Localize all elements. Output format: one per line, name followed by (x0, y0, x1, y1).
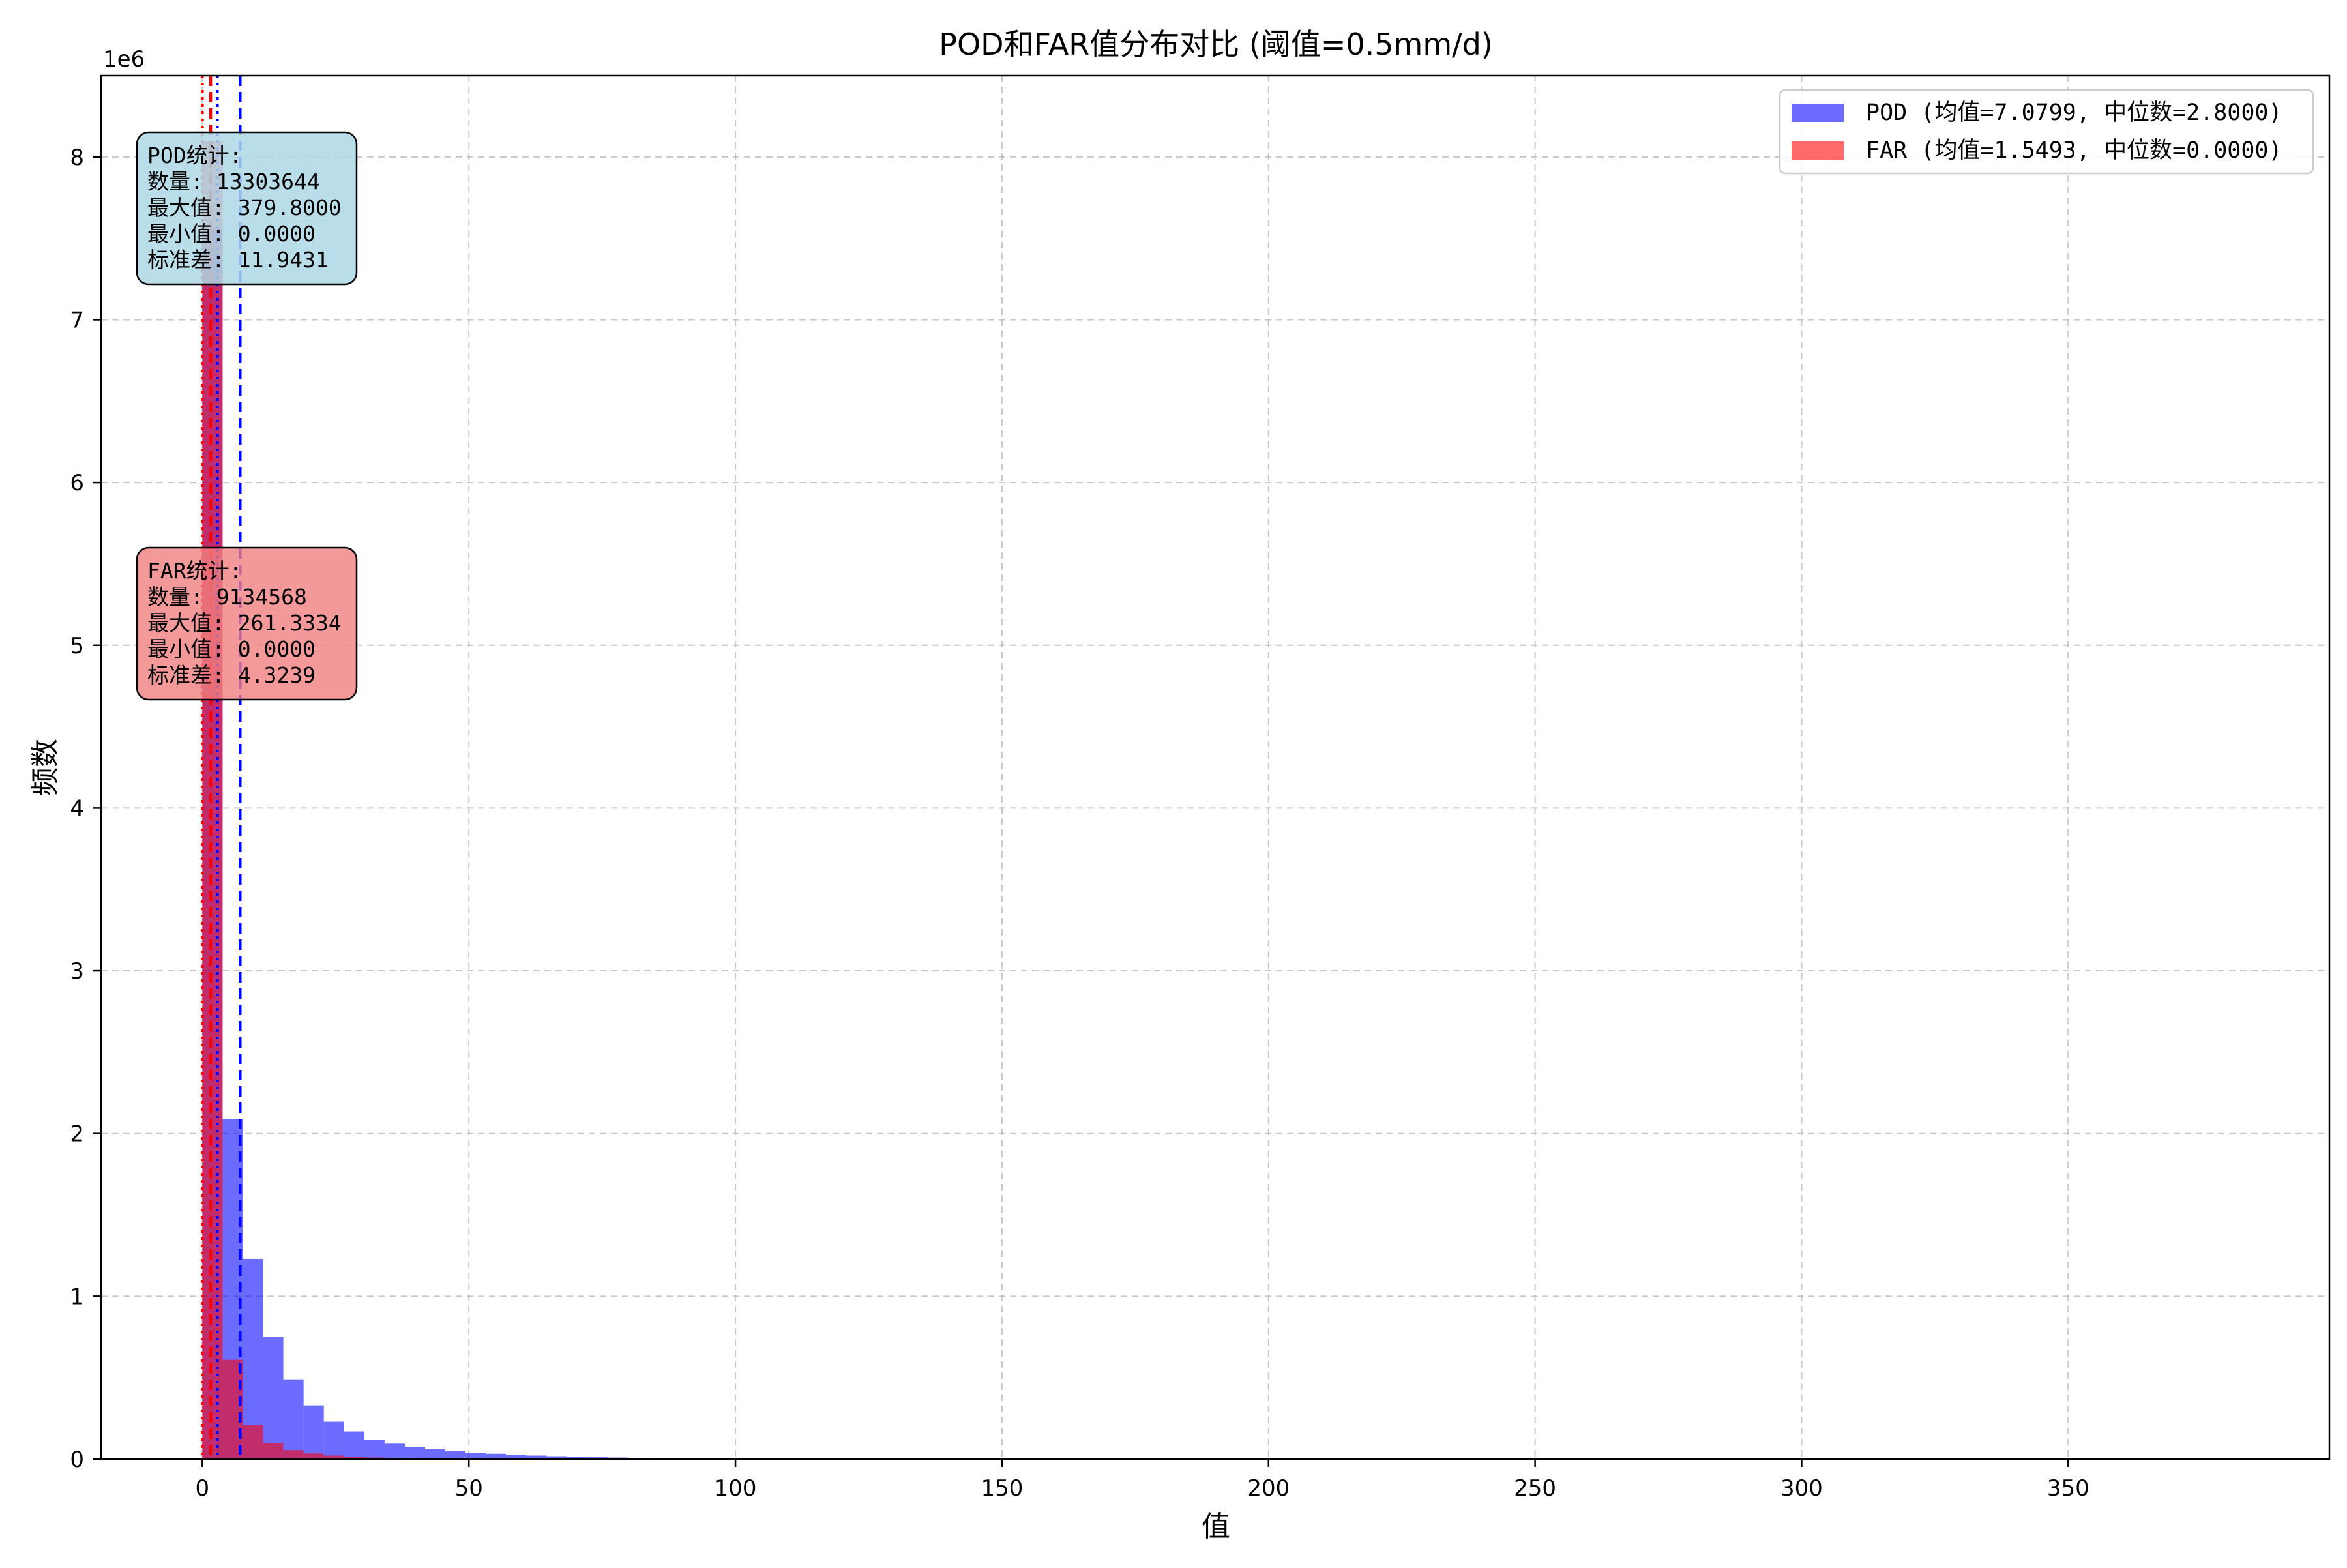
pod-histogram-bar (304, 1406, 324, 1459)
y-scale-label: 1e6 (103, 46, 145, 72)
legend-swatch-pod (1792, 104, 1844, 122)
pod-histogram-bar (324, 1422, 344, 1459)
y-tick-label: 7 (70, 307, 84, 333)
y-tick-label: 2 (70, 1121, 84, 1147)
pod-histogram-bar (425, 1449, 445, 1459)
far-histogram-bar (263, 1443, 284, 1459)
x-axis-label: 值 (1202, 1510, 1230, 1543)
x-tick-label: 200 (1247, 1475, 1290, 1501)
pod-stats-heading: POD统计: (147, 143, 242, 168)
y-tick-label: 4 (70, 795, 84, 821)
legend-label-far: FAR (均值=1.5493, 中位数=0.0000) (1866, 138, 2282, 164)
x-tick-label: 350 (2047, 1475, 2089, 1501)
legend: POD (均值=7.0799, 中位数=2.8000) FAR (均值=1.54… (1780, 90, 2313, 173)
far-stats-count: 数量: 9134568 (147, 584, 307, 610)
pod-stats-count: 数量: 13303644 (147, 169, 320, 194)
legend-swatch-far (1792, 141, 1844, 160)
y-tick-label: 0 (70, 1447, 84, 1473)
y-tick-label: 8 (70, 145, 84, 171)
y-tick-label: 5 (70, 633, 84, 659)
pod-histogram-bar (445, 1451, 465, 1459)
pod-stats-min: 最小值: 0.0000 (147, 221, 316, 246)
far-stats-heading: FAR统计: (147, 558, 242, 584)
chart-title: POD和FAR值分布对比 (阈值=0.5mm/d) (939, 27, 1493, 62)
x-tick-label: 50 (455, 1475, 483, 1501)
far-histogram-bar (284, 1450, 304, 1459)
x-tick-label: 100 (715, 1475, 757, 1501)
y-axis-label: 频数 (29, 739, 62, 796)
x-tick-label: 300 (1780, 1475, 1823, 1501)
pod-stats-std: 标准差: 11.9431 (147, 247, 329, 273)
pod-histogram-bar (465, 1453, 486, 1459)
far-histogram-bar (222, 1360, 243, 1459)
y-tick-label: 3 (70, 958, 84, 984)
pod-histogram-bar (364, 1440, 385, 1459)
far-histogram-bar (202, 141, 222, 1459)
pod-histogram-bar (405, 1447, 425, 1459)
far-histogram-bar (243, 1425, 263, 1459)
far-stats-std: 标准差: 4.3239 (147, 662, 316, 688)
pod-histogram-bar (385, 1443, 405, 1459)
pod-histogram-bar (284, 1380, 304, 1459)
x-tick-label: 150 (981, 1475, 1023, 1501)
pod-histogram-bar (344, 1432, 364, 1459)
x-tick-label: 0 (196, 1475, 210, 1501)
far-stats-min: 最小值: 0.0000 (147, 636, 316, 662)
y-tick-label: 1 (70, 1284, 84, 1310)
y-tick-label: 6 (70, 470, 84, 496)
x-tick-label: 250 (1514, 1475, 1556, 1501)
far-stats-max: 最大值: 261.3334 (147, 610, 342, 636)
far-histogram-bar (304, 1453, 324, 1459)
far-stats-box: FAR统计: 数量: 9134568 最大值: 261.3334 最小值: 0.… (137, 548, 357, 700)
pod-histogram-bar (263, 1337, 284, 1459)
legend-label-pod: POD (均值=7.0799, 中位数=2.8000) (1866, 100, 2282, 126)
pod-stats-box: POD统计: 数量: 13303644 最大值: 379.8000 最小值: 0… (137, 132, 357, 284)
pod-stats-max: 最大值: 379.8000 (147, 195, 342, 220)
